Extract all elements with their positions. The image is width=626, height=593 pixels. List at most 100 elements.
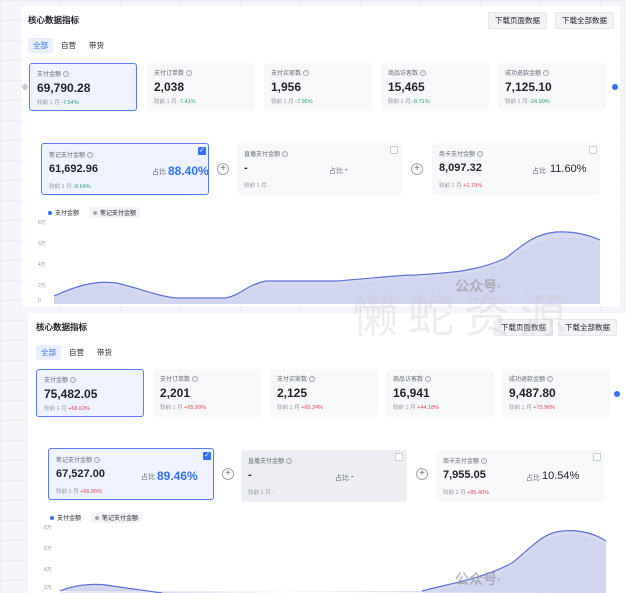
plus-icon: + bbox=[222, 468, 234, 480]
metric-label: 支付买家数 bbox=[277, 377, 308, 383]
checkbox-unchecked[interactable] bbox=[390, 146, 398, 154]
info-icon: ? bbox=[87, 152, 94, 159]
legend-item-note[interactable]: 笔记支付金额 bbox=[89, 207, 141, 218]
metric-compare-prefix: 较前 1 月 bbox=[505, 99, 528, 105]
metric-card-payment-amount[interactable]: 支付金额? 75,482.05 较前 1 月 +68.63% bbox=[36, 369, 144, 417]
metric-label: 支付金额 bbox=[44, 378, 69, 384]
metric-card-refund-amount[interactable]: 成功退款金额? 7,125.10 较前 1 月 -24.90% bbox=[498, 63, 606, 111]
tab-self-operated[interactable]: 自营 bbox=[69, 348, 84, 357]
legend-item-total[interactable]: 支付金额 bbox=[44, 207, 83, 218]
metric-card-buyer-count[interactable]: 支付买家数? 1,956 较前 1 月 -7.95% bbox=[264, 63, 372, 111]
checkbox-unchecked[interactable] bbox=[593, 453, 601, 461]
sub-card-note-payment[interactable]: 笔记支付金额? 61,692.96 占比 88.40% 较前 1 月 -8.64… bbox=[41, 143, 209, 195]
sub-card-live-payment[interactable]: 直播支付金额? - 占比 - 较前 1 月 - bbox=[237, 143, 402, 195]
metric-card-product-visitors[interactable]: 商品访客数? 16,941 较前 1 月 +44.18% bbox=[386, 369, 494, 417]
info-icon: ? bbox=[477, 151, 484, 158]
checkbox-checked[interactable]: ✓ bbox=[198, 147, 206, 155]
sub-card-value: 7,955.05 bbox=[443, 469, 486, 481]
panel-title: 核心数据指标 bbox=[36, 322, 88, 332]
y-tick: 4万 bbox=[38, 262, 46, 268]
share-value: 10.54% bbox=[542, 470, 580, 482]
sub-card-note-payment[interactable]: 笔记支付金额? 67,527.00 占比 89.46% 较前 1 月 +66.8… bbox=[48, 448, 214, 500]
scroll-right-dot[interactable] bbox=[614, 391, 620, 397]
metric-label: 支付订单数 bbox=[154, 71, 185, 77]
metric-compare-prefix: 较前 1 月 bbox=[393, 405, 416, 411]
sub-card-value: 61,692.96 bbox=[49, 163, 98, 175]
info-icon: ? bbox=[286, 458, 293, 465]
sub-card-live-payment[interactable]: 直播支付金额? - 占比 - 较前 1 月 - bbox=[241, 450, 407, 502]
metric-value: 9,487.80 bbox=[509, 386, 556, 400]
metric-card-payment-amount[interactable]: 支付金额? 69,790.28 较前 1 月 -7.54% bbox=[29, 63, 137, 111]
checkbox-unchecked[interactable] bbox=[395, 453, 403, 461]
metric-value: 69,790.28 bbox=[37, 81, 91, 95]
metric-card-order-count[interactable]: 支付订单数? 2,038 较前 1 月 -7.41% bbox=[147, 63, 255, 111]
share-label: 占比 bbox=[526, 475, 540, 482]
metric-compare-prefix: 较前 1 月 bbox=[160, 405, 183, 411]
legend-label: 笔记支付金额 bbox=[102, 516, 139, 522]
area-total-payment bbox=[60, 530, 606, 593]
scroll-left-dot[interactable] bbox=[22, 84, 28, 90]
metric-card-buyer-count[interactable]: 支付买家数? 2,125 较前 1 月 +60.24% bbox=[270, 369, 378, 417]
sub-card-product-card-payment[interactable]: 商卡支付金额? 7,955.05 占比 10.54% 较前 1 月 +85.40… bbox=[436, 450, 604, 502]
sub-card-compare-value: +85.40% bbox=[467, 490, 490, 496]
metric-compare-value: -7.95% bbox=[295, 99, 313, 105]
metric-value: 16,941 bbox=[393, 386, 430, 400]
metric-value: 15,465 bbox=[388, 80, 425, 94]
sub-card-label: 笔记支付金额 bbox=[49, 153, 86, 159]
core-metrics-panel-1: 核心数据指标 下载页面数据 下载全部数据 全部 自营 带货 支付金额? 69,7… bbox=[22, 6, 620, 306]
info-icon: ? bbox=[309, 376, 316, 383]
metric-label: 支付买家数 bbox=[271, 71, 302, 77]
scroll-right-dot[interactable] bbox=[612, 84, 618, 90]
line-total-payment bbox=[53, 231, 601, 299]
tab-affiliate[interactable]: 带货 bbox=[89, 41, 104, 50]
share-label: 占比 bbox=[532, 168, 546, 175]
download-page-data-button[interactable]: 下载页面数据 bbox=[488, 12, 547, 29]
sub-card-value: 8,097.32 bbox=[439, 162, 482, 174]
sub-card-compare-prefix: 较前 1 月 bbox=[244, 183, 267, 189]
checkbox-unchecked[interactable] bbox=[589, 146, 597, 154]
tab-all[interactable]: 全部 bbox=[28, 38, 53, 53]
panel-title: 核心数据指标 bbox=[28, 15, 80, 25]
legend-item-note[interactable]: 笔记支付金额 bbox=[91, 512, 143, 523]
legend-dot bbox=[93, 210, 98, 215]
tab-self-operated[interactable]: 自营 bbox=[61, 41, 76, 50]
legend-item-total[interactable]: 支付金额 bbox=[46, 512, 85, 523]
trend-chart-1: 8万 6万 4万 2万 0 bbox=[38, 220, 601, 304]
y-tick: 8万 bbox=[44, 525, 52, 531]
sub-card-compare-value: - bbox=[268, 183, 270, 189]
sub-card-product-card-payment[interactable]: 商卡支付金额? 8,097.32 占比 11.60% 较前 1 月 +1.79% bbox=[432, 143, 600, 195]
share-value: 89.46% bbox=[157, 469, 198, 483]
checkbox-checked[interactable]: ✓ bbox=[203, 452, 211, 460]
metric-compare-prefix: 较前 1 月 bbox=[388, 99, 411, 105]
share-label: 占比 bbox=[335, 475, 349, 482]
legend-dot bbox=[95, 515, 100, 520]
legend-dot bbox=[48, 210, 52, 215]
legend-label: 支付金额 bbox=[55, 211, 80, 217]
download-page-data-button[interactable]: 下载页面数据 bbox=[494, 319, 553, 336]
metric-compare-prefix: 较前 1 月 bbox=[509, 405, 532, 411]
metric-label: 支付金额 bbox=[37, 72, 62, 78]
tab-affiliate[interactable]: 带货 bbox=[97, 348, 112, 357]
sub-card-value: 67,527.00 bbox=[56, 468, 105, 480]
sub-card-compare-value: +66.85% bbox=[80, 489, 103, 495]
sub-card-value: - bbox=[248, 469, 252, 481]
sub-card-compare-prefix: 较前 1 月 bbox=[56, 489, 79, 495]
sub-card-compare-value: +1.79% bbox=[463, 183, 482, 189]
info-icon: ? bbox=[425, 376, 432, 383]
metric-compare-prefix: 较前 1 月 bbox=[44, 406, 67, 412]
watermark-small-text: 公众号· bbox=[455, 278, 502, 294]
info-icon: ? bbox=[70, 377, 77, 384]
download-all-data-button[interactable]: 下载全部数据 bbox=[558, 319, 617, 336]
metric-card-refund-amount[interactable]: 成功退款金额? 9,487.80 较前 1 月 +73.96% bbox=[502, 369, 610, 417]
legend-label: 支付金额 bbox=[57, 516, 82, 522]
tab-all[interactable]: 全部 bbox=[36, 345, 61, 360]
metric-label: 成功退款金额 bbox=[509, 377, 546, 383]
sub-card-label: 笔记支付金额 bbox=[56, 458, 93, 464]
metric-value: 2,125 bbox=[277, 386, 308, 400]
metric-card-product-visitors[interactable]: 商品访客数? 15,465 较前 1 月 -8.71% bbox=[381, 63, 489, 111]
download-all-data-button[interactable]: 下载全部数据 bbox=[555, 12, 614, 29]
share-label: 占比 bbox=[329, 168, 343, 175]
trend-chart-2: 8万 6万 4万 2万 bbox=[44, 525, 607, 593]
metric-card-order-count[interactable]: 支付订单数? 2,201 较前 1 月 +65.99% bbox=[153, 369, 261, 417]
area-total-payment bbox=[54, 231, 600, 304]
